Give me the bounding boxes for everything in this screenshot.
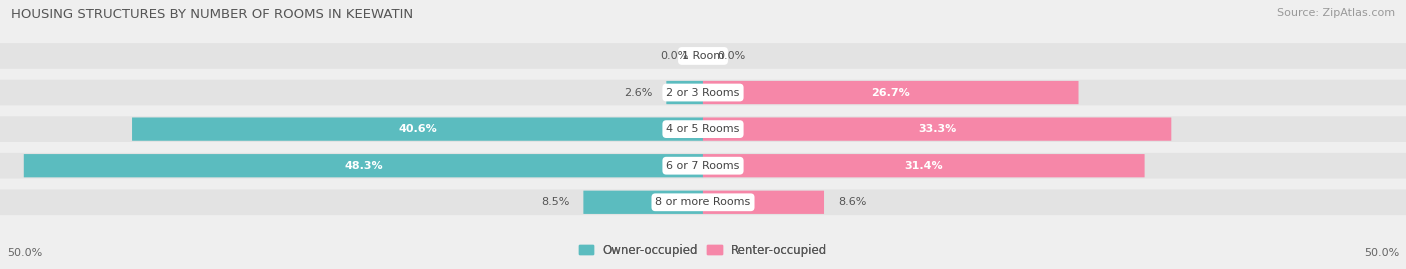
Legend: Owner-occupied, Renter-occupied: Owner-occupied, Renter-occupied: [579, 244, 827, 257]
Text: 40.6%: 40.6%: [398, 124, 437, 134]
Text: 1 Room: 1 Room: [682, 51, 724, 61]
FancyBboxPatch shape: [703, 81, 1078, 104]
FancyBboxPatch shape: [703, 154, 1144, 177]
Text: 0.0%: 0.0%: [717, 51, 745, 61]
FancyBboxPatch shape: [0, 80, 1406, 105]
FancyBboxPatch shape: [0, 189, 1406, 215]
Text: 31.4%: 31.4%: [904, 161, 943, 171]
FancyBboxPatch shape: [703, 118, 1171, 141]
Text: 0.0%: 0.0%: [661, 51, 689, 61]
Text: 2.6%: 2.6%: [624, 87, 652, 98]
FancyBboxPatch shape: [0, 43, 1406, 69]
Text: 50.0%: 50.0%: [1364, 248, 1399, 258]
FancyBboxPatch shape: [666, 81, 703, 104]
Text: 4 or 5 Rooms: 4 or 5 Rooms: [666, 124, 740, 134]
Text: Source: ZipAtlas.com: Source: ZipAtlas.com: [1277, 8, 1395, 18]
Text: 2 or 3 Rooms: 2 or 3 Rooms: [666, 87, 740, 98]
Text: 8.5%: 8.5%: [541, 197, 569, 207]
Text: 50.0%: 50.0%: [7, 248, 42, 258]
FancyBboxPatch shape: [0, 116, 1406, 142]
Text: 6 or 7 Rooms: 6 or 7 Rooms: [666, 161, 740, 171]
Text: 33.3%: 33.3%: [918, 124, 956, 134]
FancyBboxPatch shape: [0, 153, 1406, 179]
Text: 8 or more Rooms: 8 or more Rooms: [655, 197, 751, 207]
Text: 26.7%: 26.7%: [872, 87, 910, 98]
Text: HOUSING STRUCTURES BY NUMBER OF ROOMS IN KEEWATIN: HOUSING STRUCTURES BY NUMBER OF ROOMS IN…: [11, 8, 413, 21]
Text: 48.3%: 48.3%: [344, 161, 382, 171]
FancyBboxPatch shape: [703, 191, 824, 214]
FancyBboxPatch shape: [583, 191, 703, 214]
FancyBboxPatch shape: [132, 118, 703, 141]
Text: 8.6%: 8.6%: [838, 197, 866, 207]
FancyBboxPatch shape: [24, 154, 703, 177]
